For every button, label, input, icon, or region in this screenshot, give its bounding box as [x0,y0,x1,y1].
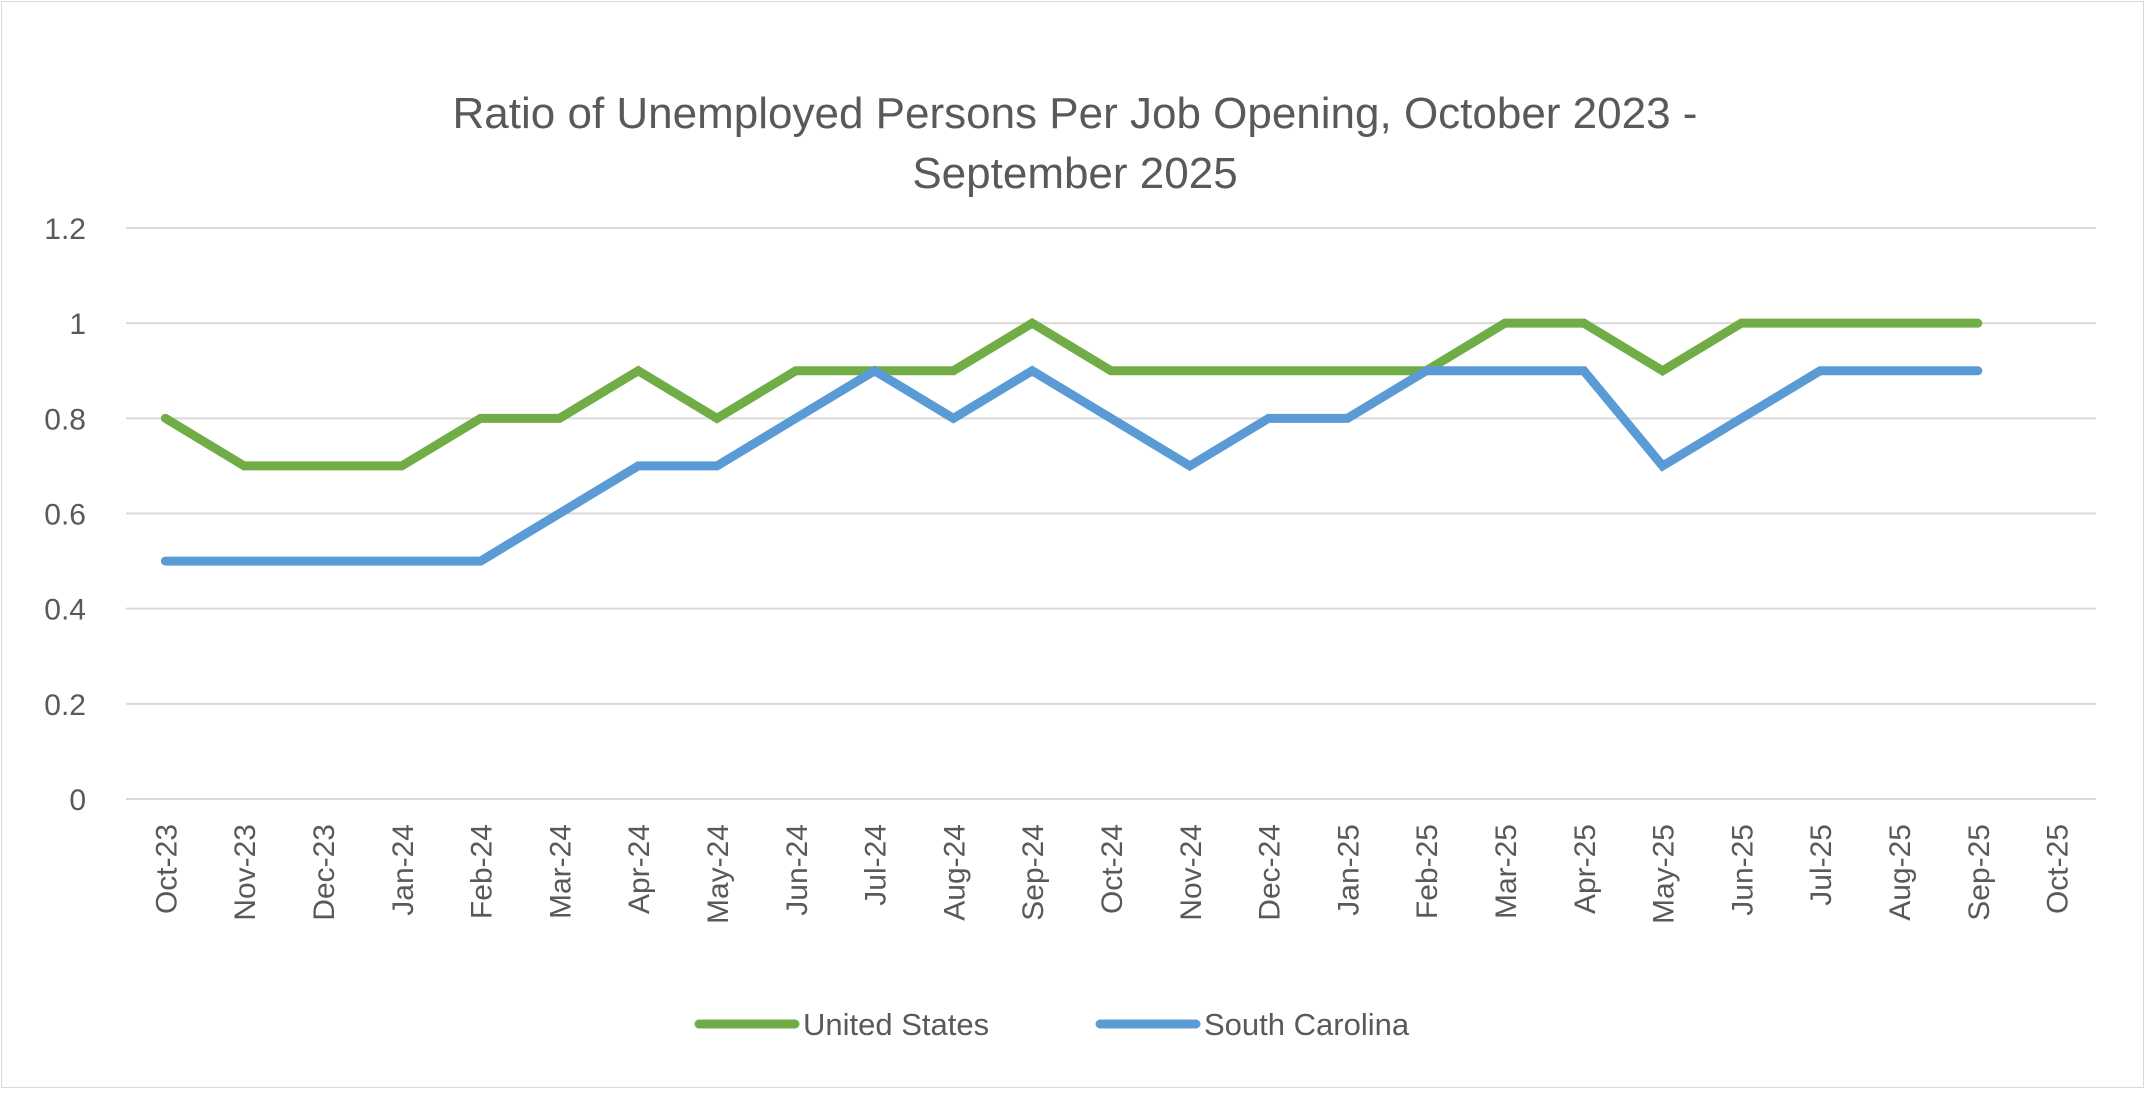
x-tick-label: Sep-25 [1963,824,1996,921]
x-tick-label: Apr-24 [623,824,656,914]
x-tick-label: Oct-23 [150,824,183,914]
x-tick-label: Aug-25 [1884,824,1917,921]
series-line-south-carolina [160,365,1983,566]
x-tick-label: Jan-24 [387,824,420,916]
x-tick-label: May-25 [1648,824,1681,924]
x-tick-label: Nov-23 [229,824,262,921]
x-tick-label: Jul-25 [1805,824,1838,906]
x-tick-label: May-24 [702,824,735,924]
x-tick-label: Dec-23 [308,824,341,921]
chart-title-line-1: Ratio of Unemployed Persons Per Job Open… [453,89,1698,138]
y-axis-ticks: 0 0.2 0.4 0.6 0.8 1 1.2 [44,213,86,817]
y-tick-label: 1 [69,308,86,341]
x-tick-label: Nov-24 [1175,824,1208,921]
x-tick-label: Jun-24 [781,824,814,916]
gridlines [126,227,2096,800]
chart-title: Ratio of Unemployed Persons Per Job Open… [453,89,1698,198]
series-lines [160,317,1983,566]
x-tick-label: Feb-24 [466,824,499,919]
x-tick-label: Oct-24 [1096,824,1129,914]
x-tick-label: Oct-25 [2042,824,2075,914]
x-tick-label: Jun-25 [1726,824,1759,916]
x-tick-label: Mar-24 [544,824,577,919]
x-tick-label: Feb-25 [1411,824,1444,919]
y-tick-label: 0.8 [44,403,86,436]
x-tick-label: Jul-24 [860,824,893,906]
y-tick-label: 0.4 [44,594,86,627]
x-axis-ticks: Oct-23 Nov-23 Dec-23 Jan-24 Feb-24 Mar-24 Apr-… [150,824,2074,924]
x-tick-label: Jan-25 [1332,824,1365,916]
legend-label: United States [803,1007,989,1042]
chart-title-line-2: September 2025 [912,149,1237,198]
x-tick-label: Mar-25 [1490,824,1523,919]
x-tick-label: Sep-24 [1017,824,1050,921]
x-tick-label: Aug-24 [938,824,971,921]
legend: United States South Carolina [694,1007,1410,1042]
series-line-united-states [160,317,1983,471]
y-tick-label: 0 [69,784,86,817]
legend-label: South Carolina [1204,1007,1410,1042]
y-tick-label: 1.2 [44,213,86,246]
y-tick-label: 0.6 [44,499,86,532]
x-tick-label: Dec-24 [1254,824,1287,921]
x-tick-label: Apr-25 [1569,824,1602,914]
y-tick-label: 0.2 [44,689,86,722]
